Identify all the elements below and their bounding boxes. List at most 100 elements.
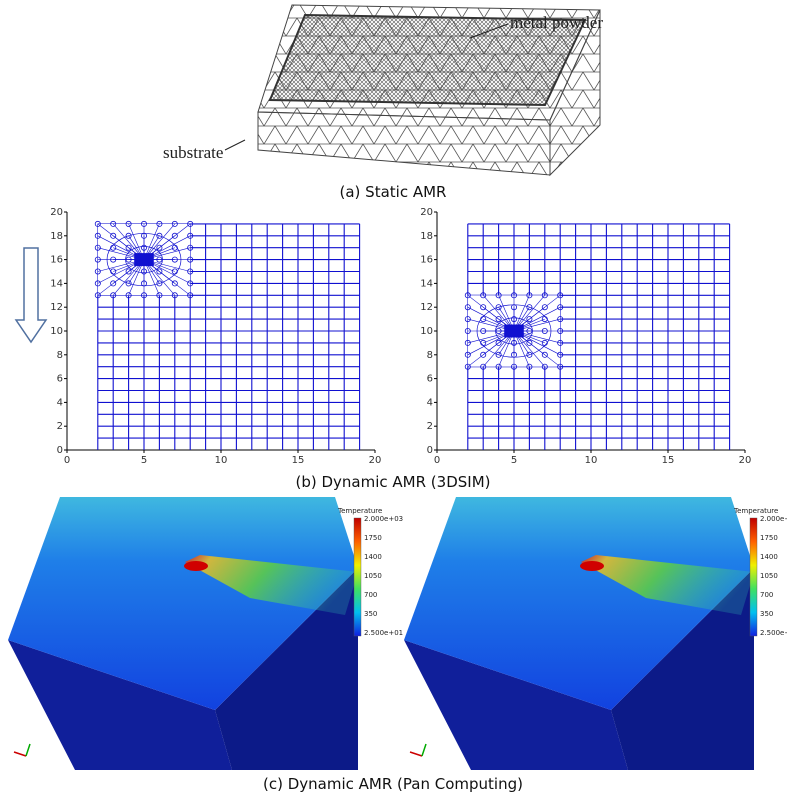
refine-node bbox=[464, 304, 471, 311]
refine-node bbox=[557, 339, 564, 346]
y-tick-label: 2 bbox=[427, 421, 433, 432]
x-tick-label: 0 bbox=[434, 455, 440, 466]
refine-node bbox=[110, 292, 117, 299]
x-tick-label: 15 bbox=[662, 455, 675, 466]
label: substrate bbox=[163, 143, 223, 162]
colorbar-label: 350 bbox=[760, 610, 773, 618]
y-tick-label: 6 bbox=[427, 374, 433, 385]
refine-line bbox=[112, 264, 140, 296]
refine-node bbox=[156, 232, 163, 239]
x-tick-label: 5 bbox=[511, 455, 517, 466]
y-tick-label: 4 bbox=[57, 397, 63, 408]
refine-line bbox=[97, 262, 138, 284]
colorbar-label: 1400 bbox=[760, 553, 778, 561]
colorbar-label: 700 bbox=[760, 591, 773, 599]
label: metal powder bbox=[510, 13, 603, 32]
refine-node bbox=[526, 363, 533, 370]
refine-line bbox=[128, 235, 142, 257]
caption: (a) Static AMR bbox=[340, 183, 447, 201]
y-tick-label: 0 bbox=[57, 445, 63, 456]
y-tick-label: 20 bbox=[420, 207, 433, 218]
refine-line bbox=[520, 334, 561, 356]
colorbar bbox=[353, 517, 362, 637]
refine-node bbox=[110, 256, 117, 263]
heat-spot bbox=[184, 561, 208, 571]
refine-node bbox=[125, 220, 132, 227]
refine-node bbox=[495, 292, 502, 299]
refine-node bbox=[187, 244, 194, 251]
refine-node bbox=[187, 268, 194, 275]
refine-node bbox=[156, 220, 163, 227]
refine-node bbox=[125, 280, 132, 287]
refine-node bbox=[140, 268, 147, 275]
refine-node bbox=[526, 292, 533, 299]
y-tick-label: 0 bbox=[427, 445, 433, 456]
heat-trail bbox=[185, 555, 358, 615]
refine-node bbox=[464, 292, 471, 299]
refine-line bbox=[520, 306, 561, 328]
refine-line bbox=[128, 223, 142, 255]
top-face bbox=[8, 497, 358, 710]
heat-trail bbox=[581, 555, 754, 615]
refine-ring bbox=[495, 317, 533, 345]
refine-core bbox=[504, 324, 524, 338]
side-face bbox=[611, 568, 754, 770]
colorbar-title: Temperature bbox=[733, 507, 778, 515]
colorbar bbox=[749, 517, 758, 637]
y-tick-label: 10 bbox=[50, 326, 63, 337]
colorbar-title: Temperature bbox=[337, 507, 382, 515]
refine-node bbox=[495, 327, 502, 334]
mesh bbox=[94, 220, 361, 450]
colorbar-label: 700 bbox=[364, 591, 377, 599]
refine-node bbox=[510, 339, 517, 346]
refine-node bbox=[480, 351, 487, 358]
refine-node bbox=[526, 304, 533, 311]
refine-node bbox=[480, 292, 487, 299]
refine-node bbox=[557, 363, 564, 370]
refine-line bbox=[97, 247, 138, 259]
refine-line bbox=[520, 318, 561, 330]
refine-line bbox=[146, 264, 160, 296]
refine-node bbox=[495, 339, 502, 346]
refine-line bbox=[518, 336, 546, 367]
refine-node bbox=[464, 339, 471, 346]
colorbar-label: 2.500e+01 bbox=[364, 629, 403, 637]
refine-line bbox=[150, 261, 191, 272]
refine-line bbox=[482, 336, 510, 367]
refine-node bbox=[94, 220, 101, 227]
refine-line bbox=[498, 334, 512, 355]
heat-spot bbox=[580, 561, 604, 571]
axis-glyph bbox=[25, 743, 31, 757]
refine-ring bbox=[125, 246, 163, 274]
refine-line bbox=[467, 332, 508, 344]
refine-line bbox=[467, 318, 508, 330]
y-tick-label: 8 bbox=[57, 350, 63, 361]
refine-node bbox=[171, 280, 178, 287]
refine-node bbox=[541, 304, 548, 311]
refine-line bbox=[467, 334, 508, 356]
refine-node bbox=[110, 280, 117, 287]
refine-node bbox=[125, 268, 132, 275]
refine-node bbox=[156, 280, 163, 287]
refine-line bbox=[148, 264, 176, 296]
mesh bbox=[464, 223, 731, 450]
side-face bbox=[215, 568, 358, 770]
refine-line bbox=[112, 223, 140, 255]
refine-line bbox=[146, 235, 160, 257]
refine-line bbox=[498, 307, 512, 328]
refine-node bbox=[140, 220, 147, 227]
x-tick-label: 0 bbox=[64, 455, 70, 466]
refine-node bbox=[187, 232, 194, 239]
refine-line bbox=[516, 334, 530, 355]
y-tick-label: 14 bbox=[50, 278, 63, 289]
refine-line bbox=[150, 247, 191, 259]
refine-line bbox=[498, 336, 512, 367]
y-tick-label: 14 bbox=[420, 278, 433, 289]
refine-core bbox=[134, 253, 154, 267]
refine-node bbox=[171, 232, 178, 239]
refine-line bbox=[516, 295, 530, 326]
refine-node bbox=[464, 316, 471, 323]
